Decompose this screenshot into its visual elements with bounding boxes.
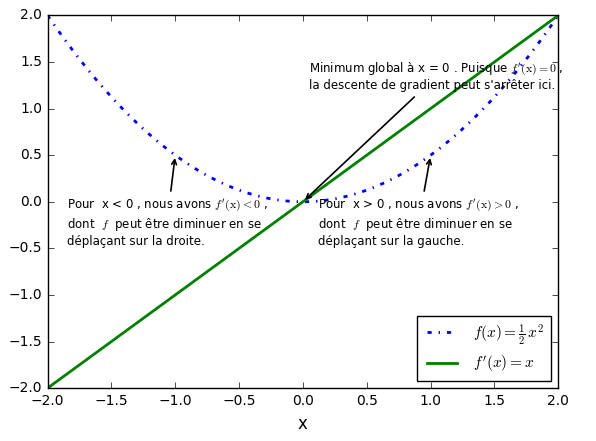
$f(x) = \frac{1}{2}\,x^2$ [287, 198, 294, 204]
$f(x) = \frac{1}{2}\,x^2$ [300, 199, 307, 204]
Line: $f(x) = \frac{1}{2}\,x^2$: $f(x) = \frac{1}{2}\,x^2$ [48, 15, 558, 202]
$f(x) = \frac{1}{2}\,x^2$ [544, 29, 551, 34]
X-axis label: x: x [298, 415, 308, 433]
Text: Pour  x < 0 , nous avons $f'(\mathrm{x}) < 0$ ,
dont  $f$  peut être diminuer en: Pour x < 0 , nous avons $f'(\mathrm{x}) … [67, 160, 268, 248]
Line: $f'(x) = x$: $f'(x) = x$ [48, 15, 558, 388]
$f'(x) = x$ [348, 164, 355, 169]
$f'(x) = x$ [44, 385, 51, 391]
Text: Minimum global à x = 0 . Puisque $f'(\mathrm{x}) = 0$ ,
la descente de gradient : Minimum global à x = 0 . Puisque $f'(\ma… [306, 60, 564, 198]
$f(x) = \frac{1}{2}\,x^2$ [44, 13, 51, 18]
$f'(x) = x$ [555, 13, 562, 18]
$f'(x) = x$ [542, 22, 550, 27]
Text: Pour  x > 0 , nous avons $f'(\mathrm{x}) > 0$ ,
dont  $f$  peut être diminuer en: Pour x > 0 , nous avons $f'(\mathrm{x}) … [318, 160, 519, 248]
$f'(x) = x$ [320, 184, 327, 189]
$f(x) = \frac{1}{2}\,x^2$ [290, 199, 297, 204]
$f(x) = \frac{1}{2}\,x^2$ [464, 122, 471, 127]
$f'(x) = x$ [462, 80, 470, 85]
$f(x) = \frac{1}{2}\,x^2$ [349, 192, 356, 198]
$f(x) = \frac{1}{2}\,x^2$ [555, 13, 562, 18]
$f(x) = \frac{1}{2}\,x^2$ [321, 198, 328, 203]
Legend: $f(x) = \frac{1}{2}\,x^2$, $f'(x) = x$: $f(x) = \frac{1}{2}\,x^2$, $f'(x) = x$ [417, 316, 551, 381]
$f'(x) = x$ [287, 209, 294, 214]
$f'(x) = x$ [290, 206, 297, 212]
